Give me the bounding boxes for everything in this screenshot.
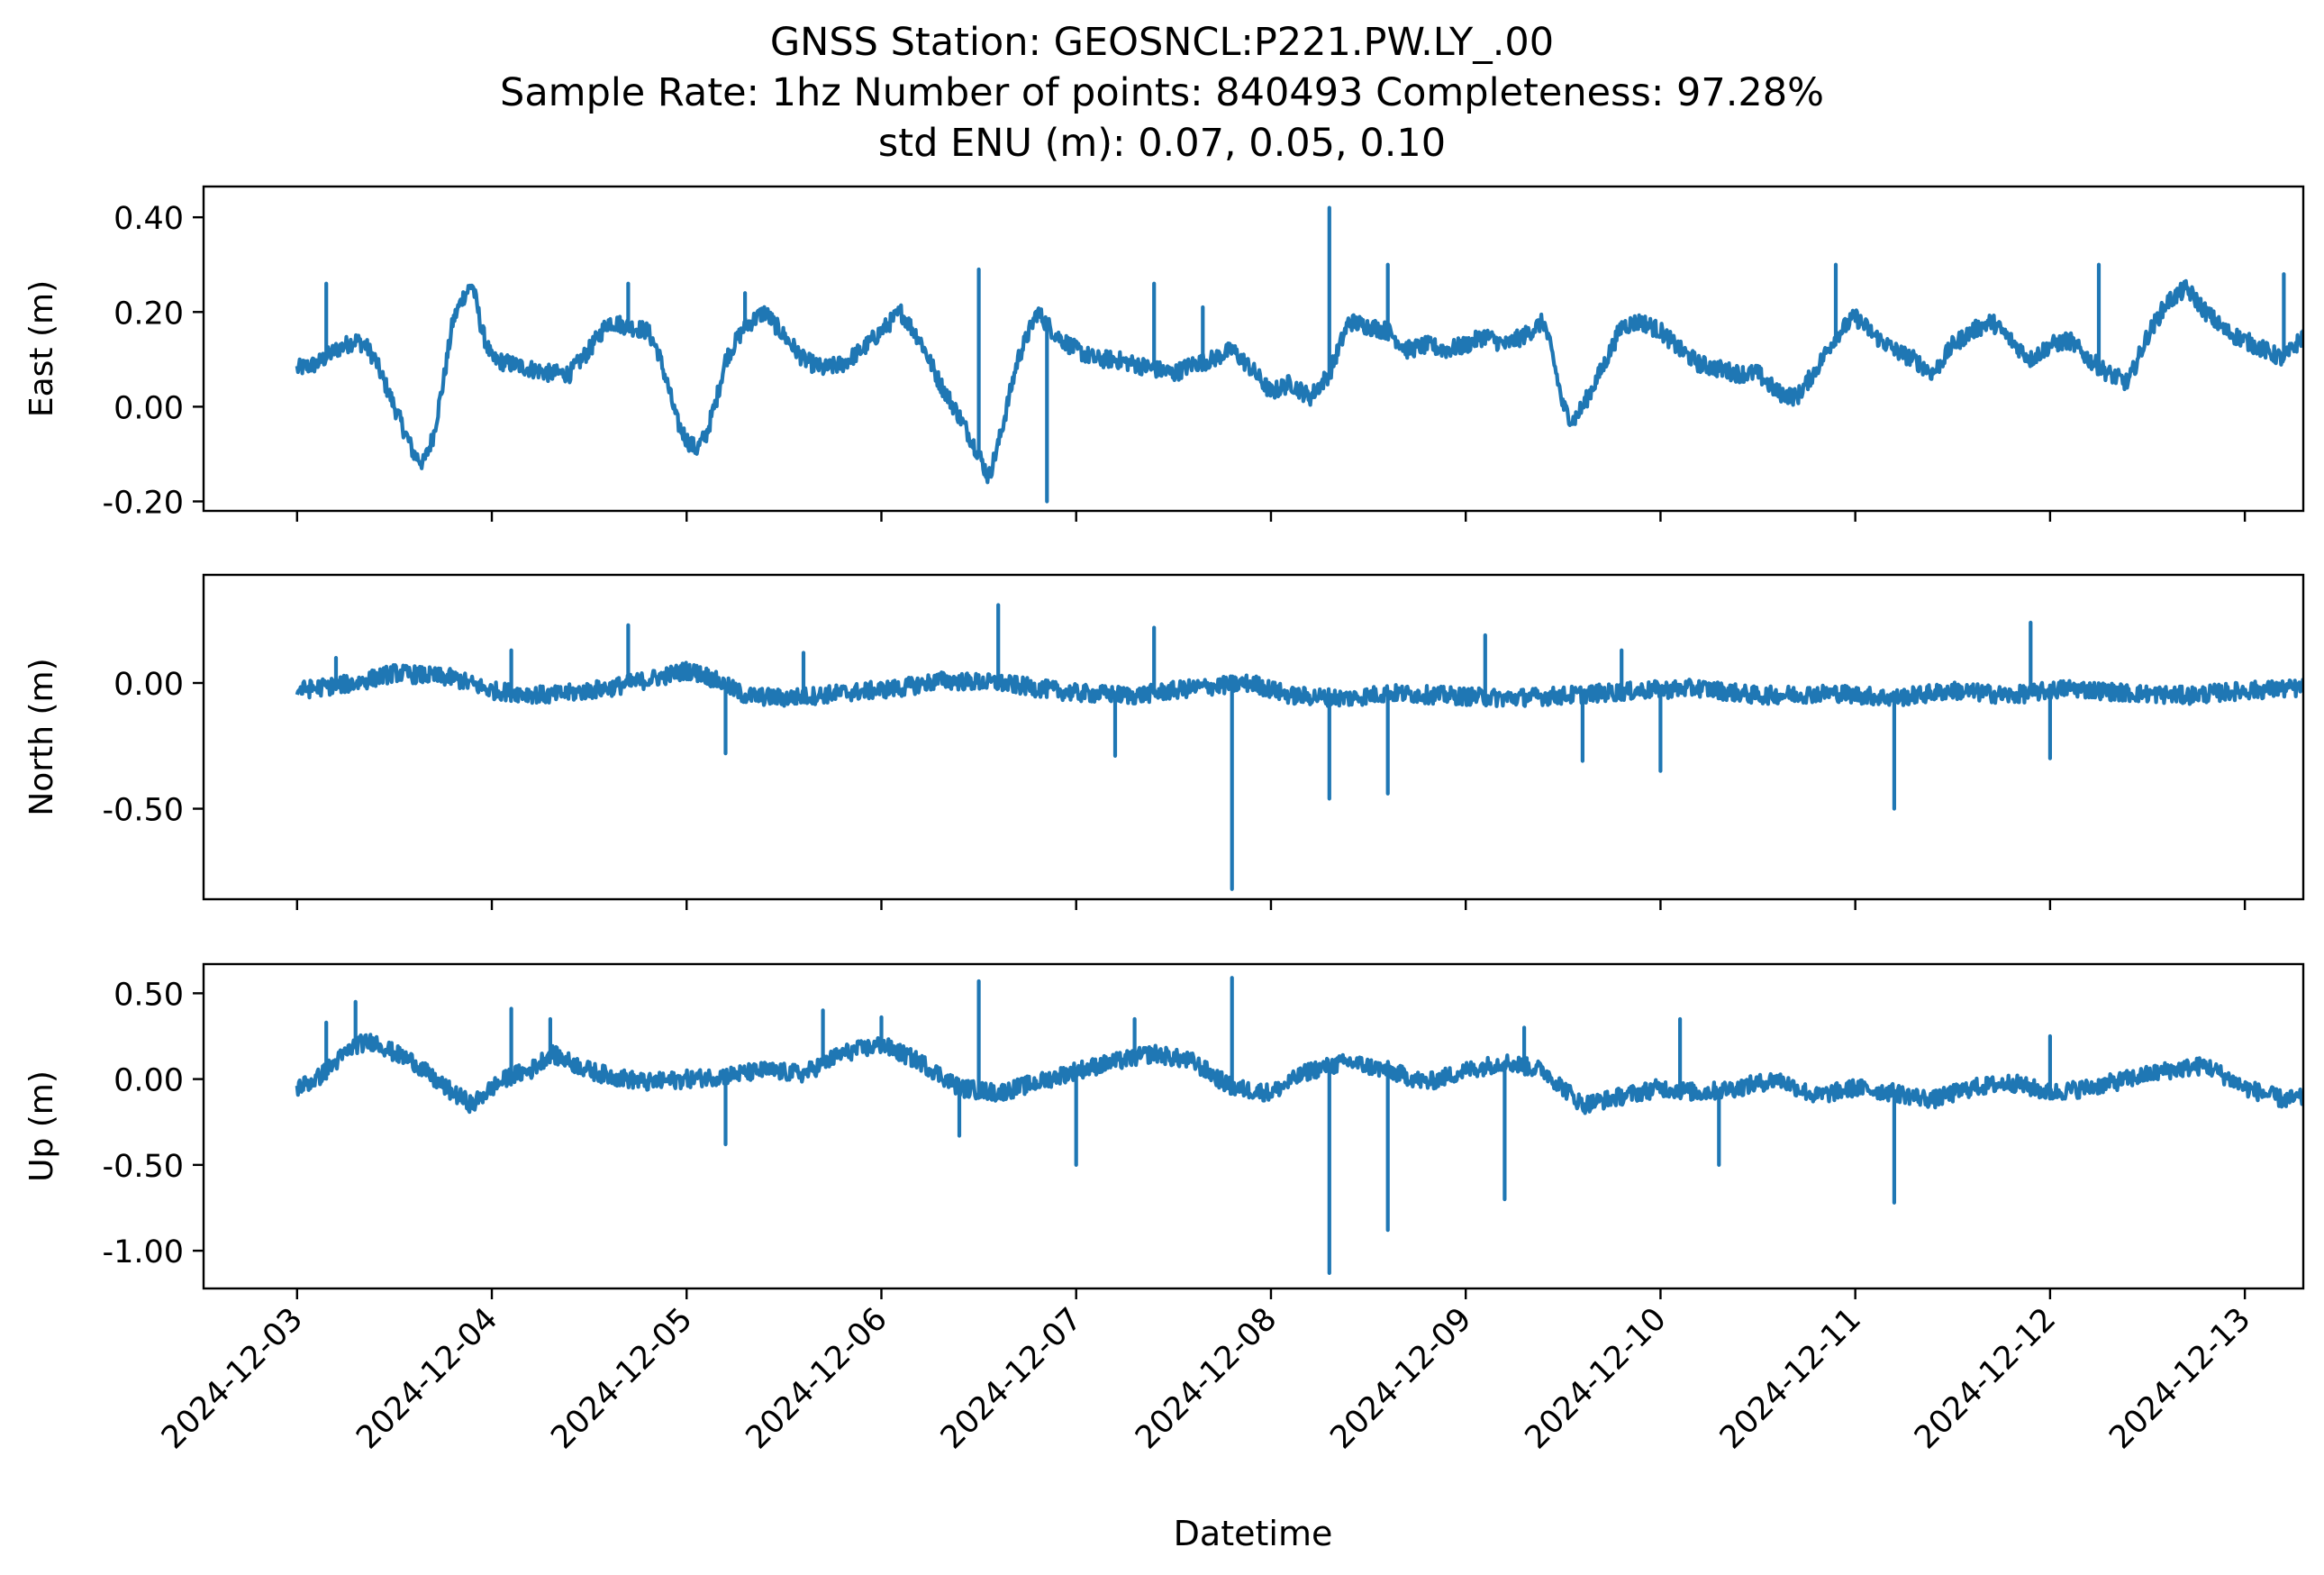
y-tick-label-up: -1.00	[102, 1234, 184, 1270]
x-tick-label: 2024-12-05	[545, 1301, 700, 1456]
y-axis-label-north: North (m)	[23, 658, 60, 815]
x-tick-label: 2024-12-08	[1129, 1301, 1284, 1456]
y-tick-label-east: 0.20	[113, 296, 184, 332]
chart-title-line-2: Sample Rate: 1hz Number of points: 84049…	[500, 70, 1824, 115]
y-tick-label-north: 0.00	[113, 667, 184, 703]
y-tick-label-east: 0.40	[113, 201, 184, 237]
series-line-east	[295, 205, 2303, 504]
y-tick-label-up: -0.50	[102, 1149, 184, 1185]
chart-title-line-1: GNSS Station: GEOSNCL:P221.PW.LY_.00	[769, 20, 1555, 65]
y-tick-label-north: -0.50	[102, 793, 184, 829]
x-tick-label: 2024-12-09	[1323, 1301, 1478, 1456]
plot-frame-east	[202, 185, 2305, 513]
plot-frame-north	[202, 573, 2305, 901]
chart-title-line-3: std ENU (m): 0.07, 0.05, 0.10	[877, 121, 1447, 166]
y-axis-label-east: East (m)	[23, 280, 60, 417]
x-axis-label: Datetime	[1174, 1514, 1333, 1553]
series-line-north	[295, 603, 2303, 891]
x-tick-label: 2024-12-03	[155, 1301, 310, 1456]
panel-up: -1.00 -0.50 0.00 0.50 Up (m) 2024-12-03 2024-1…	[23, 962, 2305, 1456]
y-tick-label-up: 0.00	[113, 1063, 184, 1099]
x-tick-label: 2024-12-11	[1713, 1301, 1868, 1456]
x-tick-label: 2024-12-10	[1519, 1301, 1674, 1456]
y-axis-label-up: Up (m)	[23, 1070, 60, 1182]
series-line-up	[295, 976, 2303, 1275]
y-tick-label-up: 0.50	[113, 977, 184, 1013]
x-tick-label: 2024-12-13	[2102, 1301, 2257, 1456]
y-tick-label-east: 0.00	[113, 390, 184, 426]
x-tick-label: 2024-12-07	[934, 1301, 1089, 1456]
panel-north: -0.50 0.00 North (m)	[23, 573, 2305, 910]
panel-east: -0.20 0.00 0.20 0.40 East (m)	[23, 185, 2305, 522]
x-tick-label: 2024-12-12	[1908, 1301, 2063, 1456]
x-tick-label: 2024-12-04	[350, 1301, 504, 1456]
plot-frame-up	[202, 962, 2305, 1290]
x-tick-label: 2024-12-06	[740, 1301, 894, 1456]
y-tick-label-east: -0.20	[102, 485, 184, 521]
